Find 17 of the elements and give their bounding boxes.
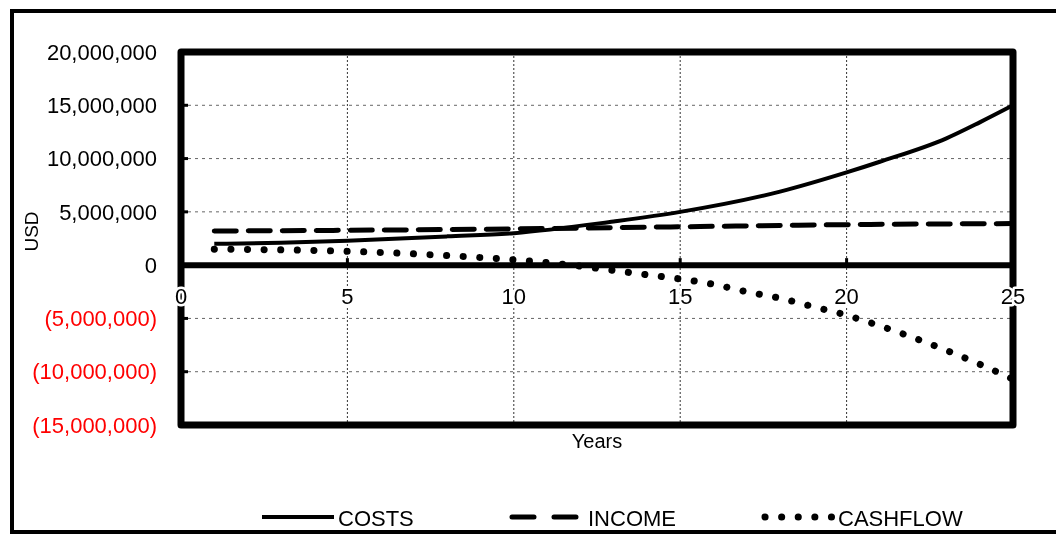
x-tick-label: 15 [667,284,693,310]
y-tick-label: 0 [144,252,157,278]
legend-label: CASHFLOW [838,505,963,531]
y-tick-label: 20,000,000 [46,39,157,65]
y-tick-label: (10,000,000) [32,359,157,385]
y-tick-label: 5,000,000 [59,199,157,225]
y-tick-label: 10,000,000 [46,146,157,172]
y-tick-label: 15,000,000 [46,92,157,118]
x-tick-label: 20 [834,284,859,310]
x-tick-label: 10 [501,284,527,310]
legend-label: INCOME [588,505,676,531]
y-tick-label: (5,000,000) [44,306,157,332]
x-axis-title: Years [571,430,623,452]
y-axis-title: USD [21,211,42,252]
y-tick-label: (15,000,000) [32,412,157,438]
legend-label: COSTS [338,505,414,531]
x-tick-label: 5 [341,284,354,310]
